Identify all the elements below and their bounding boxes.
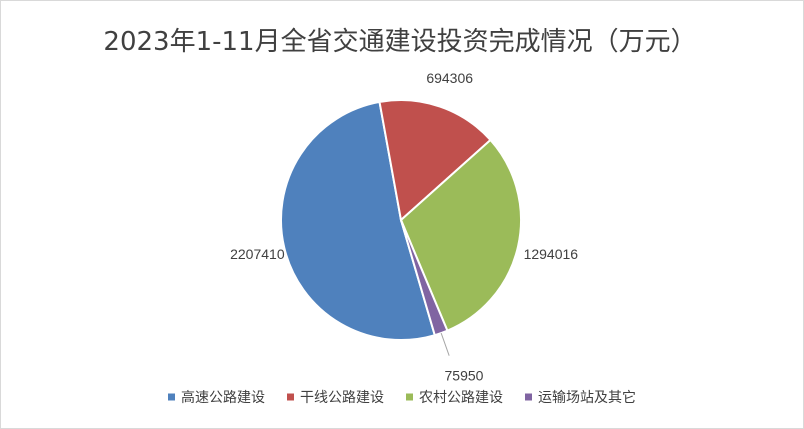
data-label-2: 694306 <box>426 70 473 86</box>
legend-swatch-2 <box>287 393 294 401</box>
data-label-4: 75950 <box>445 367 484 383</box>
pie-slices <box>280 99 522 341</box>
legend-swatch-1 <box>168 393 175 401</box>
chart-title: 2023年1-11月全省交通建设投资完成情况（万元） <box>103 27 696 57</box>
legend-label-2: 干线公路建设 <box>300 390 384 406</box>
legend-swatch-3 <box>406 393 413 401</box>
legend-label-4: 运输场站及其它 <box>538 389 636 406</box>
legend-label-1: 高速公路建设 <box>181 389 265 406</box>
data-label-3: 1294016 <box>524 246 579 262</box>
data-label-1: 2207410 <box>230 246 285 262</box>
leader-lines <box>440 332 450 356</box>
pie-slice-1 <box>280 100 437 341</box>
leader-line-4 <box>440 332 450 356</box>
data-labels: 2207410 694306 1294016 75950 <box>230 70 578 383</box>
pie-slice-3 <box>399 138 522 332</box>
legend-label-3: 农村公路建设 <box>419 390 503 406</box>
legend: 高速公路建设 干线公路建设 农村公路建设 运输场站及其它 <box>168 389 636 406</box>
legend-swatch-4 <box>525 393 532 401</box>
pie-slice-2 <box>378 99 492 222</box>
